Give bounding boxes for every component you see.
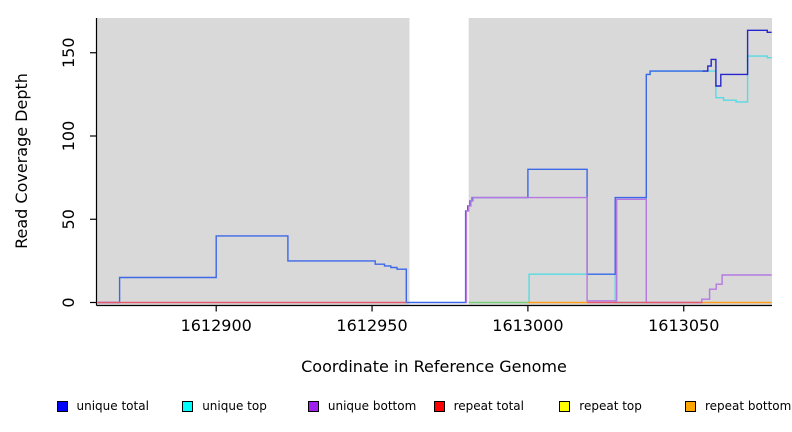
- x-tick-label: 1613000: [492, 316, 563, 335]
- legend-item-unique-top: unique top: [182, 396, 267, 416]
- series-unique-total: [97, 70, 703, 304]
- repeat-top-swatch-icon: [559, 400, 571, 412]
- y-tick-label: 50: [59, 209, 78, 229]
- y-tick-label: 150: [59, 37, 78, 68]
- series-unique-bottom: [465, 196, 772, 304]
- legend-label: repeat total: [453, 399, 524, 413]
- legend-item-repeat-total: repeat total: [433, 396, 524, 416]
- chart-legend: unique total unique top unique bottom re…: [0, 396, 792, 418]
- unique-top-swatch-icon: [182, 400, 194, 412]
- repeat-total-swatch-icon: [433, 400, 445, 412]
- series-unique-total: [702, 29, 772, 87]
- legend-label: unique top: [202, 399, 267, 413]
- legend-item-repeat-top: repeat top: [559, 396, 642, 416]
- x-axis-title: Coordinate in Reference Genome: [301, 357, 567, 376]
- legend-label: unique bottom: [327, 399, 417, 413]
- legend-item-repeat-bottom: repeat bottom: [685, 396, 791, 416]
- masked-region: [409, 18, 469, 305]
- legend-item-unique-total: unique total: [56, 396, 149, 416]
- x-tick-label: 1612900: [181, 316, 252, 335]
- legend-label: repeat top: [579, 399, 642, 413]
- legend-label: unique total: [76, 399, 149, 413]
- unique-total-swatch-icon: [56, 400, 68, 412]
- y-tick-label: 100: [59, 121, 78, 152]
- unique-bottom-swatch-icon: [307, 400, 319, 412]
- plot-layers: 1612900 1612950 1613000 1613050 0 50 100 150: [59, 18, 772, 335]
- y-tick-label: 0: [59, 297, 78, 307]
- x-tick-label: 1612950: [336, 316, 407, 335]
- legend-label: repeat bottom: [705, 399, 792, 413]
- x-tick-label: 1613050: [648, 316, 719, 335]
- legend-item-unique-bottom: unique bottom: [307, 396, 417, 416]
- y-axis-title: Read Coverage Depth: [12, 73, 31, 249]
- repeat-bottom-swatch-icon: [685, 400, 696, 412]
